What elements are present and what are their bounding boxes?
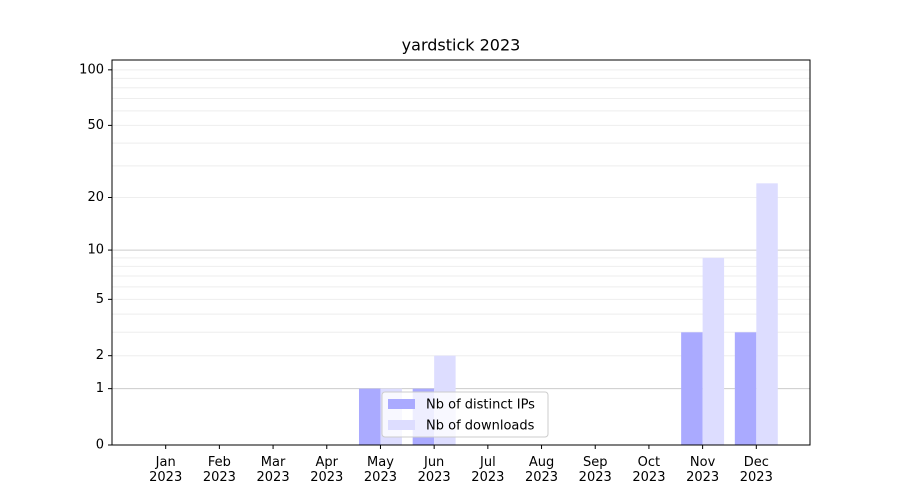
x-tick-label: May 2023 [364, 455, 397, 485]
bar [358, 388, 381, 445]
legend-swatch [388, 399, 415, 409]
y-tick-label: 5 [96, 292, 104, 307]
y-tick-label: 0 [96, 438, 104, 453]
x-tick-label: Oct 2023 [632, 455, 665, 485]
y-tick-label: 100 [79, 62, 104, 77]
x-tick-label: Jan 2023 [149, 455, 182, 485]
bar [756, 183, 778, 445]
bar [734, 332, 757, 445]
bar [702, 257, 725, 445]
y-tick-label: 20 [87, 190, 104, 205]
y-tick-label: 2 [96, 348, 104, 363]
y-tick-label: 10 [87, 243, 104, 258]
legend-label: Nb of downloads [426, 419, 535, 434]
bar [681, 332, 703, 445]
plot-frame [111, 59, 811, 446]
legend: Nb of distinct IPs Nb of downloads [381, 391, 549, 438]
y-tick-label: 50 [87, 118, 104, 133]
x-tick-label: Dec 2023 [740, 455, 773, 485]
legend-swatch [388, 420, 415, 430]
chart-title: yardstick 2023 [402, 36, 521, 55]
x-tick-label: Apr 2023 [310, 455, 343, 485]
x-tick-label: Mar 2023 [257, 455, 290, 485]
x-tick-label: Feb 2023 [203, 455, 236, 485]
x-tick-label: Aug 2023 [525, 455, 558, 485]
legend-box [381, 391, 549, 438]
x-tick-label: Nov 2023 [686, 455, 719, 485]
x-tick-label: Sep 2023 [579, 455, 612, 485]
x-tick-label: Jul 2023 [471, 455, 504, 485]
x-tick-label: Jun 2023 [418, 455, 451, 485]
legend-label: Nb of distinct IPs [426, 398, 535, 413]
y-tick-label: 1 [96, 381, 104, 396]
